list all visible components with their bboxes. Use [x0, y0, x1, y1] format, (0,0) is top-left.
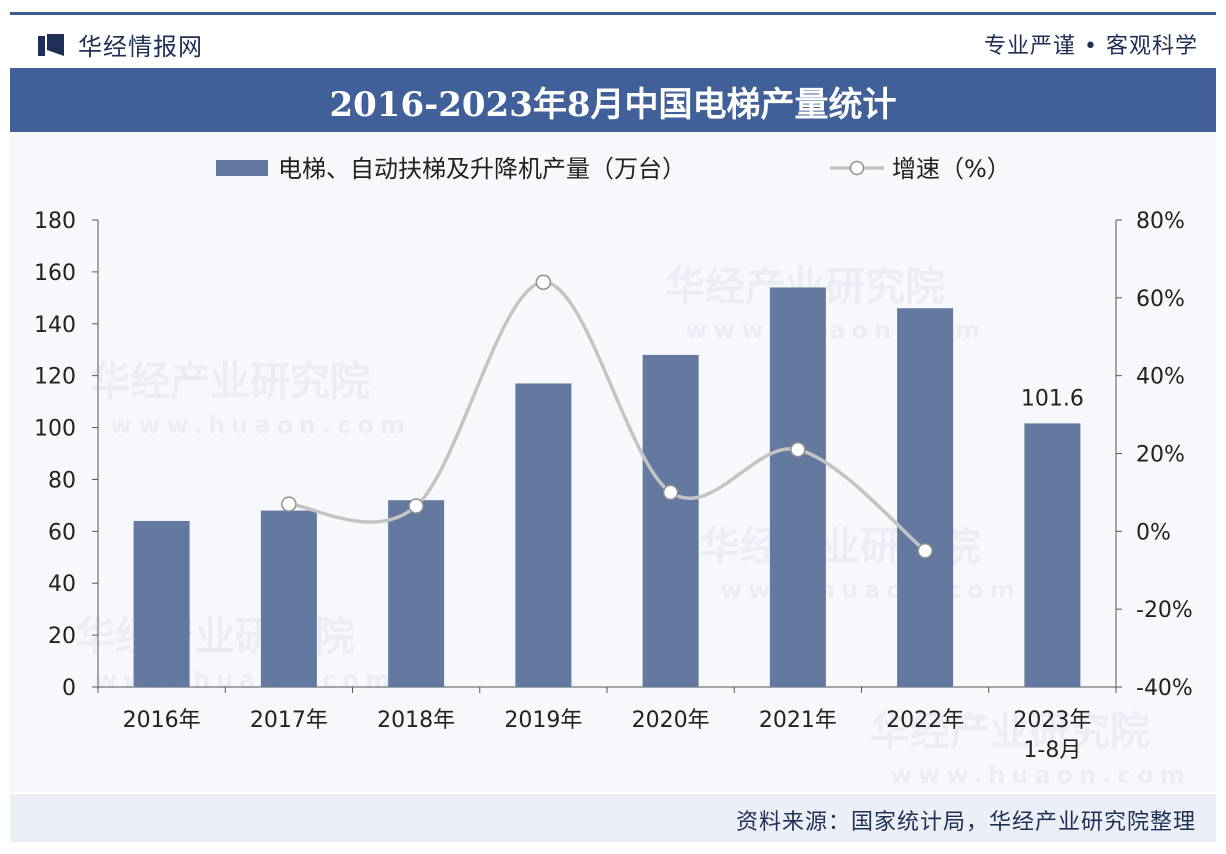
legend-bar-swatch: [216, 160, 268, 176]
legend-line-marker: [849, 160, 865, 176]
slogan: 专业严谨 • 客观科学: [984, 34, 1198, 59]
x-tick-label: 2023年 1-8月: [1013, 708, 1091, 763]
y-left-tick-label: 140: [34, 313, 76, 338]
growth-point: [917, 543, 933, 559]
growth-point: [790, 441, 806, 458]
growth-point: [408, 498, 424, 514]
bar: [1024, 423, 1081, 687]
growth-point: [281, 496, 297, 512]
legend: 电梯、自动扶梯及升降机产量（万台） 增速（%）: [216, 155, 1011, 183]
x-tick-label: 2022年: [886, 708, 964, 733]
y-right-tick-label: 60%: [1136, 287, 1185, 312]
y-left-tick-label: 0: [62, 676, 76, 701]
y-left-tick-label: 160: [34, 261, 76, 286]
bar: [133, 520, 190, 687]
chart-card: 华经情报网 专业严谨 • 客观科学 2016-2023年8月中国电梯产量统计 资…: [10, 12, 1216, 842]
bar: [388, 500, 445, 687]
plot-background: [10, 132, 1216, 792]
x-tick-label: 2018年: [377, 708, 455, 733]
y-right-tick-label: -40%: [1136, 676, 1193, 701]
y-right-tick-label: 0%: [1136, 520, 1171, 545]
bar: [642, 354, 699, 687]
x-tick-label: 2020年: [632, 708, 710, 733]
brand-name: 华经情报网: [78, 33, 203, 61]
x-tick-label: 2016年: [123, 708, 201, 733]
x-tick-label: 2019年: [504, 708, 582, 733]
watermark-text: 华经产业研究院: [870, 709, 1150, 755]
y-left-tick-label: 180: [34, 209, 76, 234]
y-right-tick-label: 20%: [1136, 443, 1185, 468]
bar: [515, 383, 572, 687]
bar-data-label: 101.6: [1021, 386, 1084, 411]
y-left-tick-label: 80: [48, 468, 76, 493]
chart-title: 2016-2023年8月中国电梯产量统计: [329, 85, 897, 125]
brand-logo-icon: [38, 34, 64, 56]
top-header: 华经情报网 专业严谨 • 客观科学: [10, 12, 1216, 68]
bar: [260, 510, 317, 687]
footer: 资料来源：国家统计局，华经产业研究院整理: [10, 794, 1216, 842]
axes: 0 20 40 60 80 100 120 140 160 180 -40% -20% 0% 20% 40%…: [34, 209, 1193, 763]
bar-series: [133, 287, 1081, 687]
watermark-url: www.huaon.com: [720, 576, 1021, 604]
bar: [769, 287, 826, 687]
data-labels: 101.6: [1021, 386, 1084, 411]
watermark-text: 华经产业研究院: [90, 359, 370, 405]
y-right-tick-label: -20%: [1136, 598, 1193, 623]
y-left-tick-label: 20: [48, 624, 76, 649]
growth-point: [535, 274, 552, 291]
watermark-url: www.huaon.com: [890, 761, 1191, 789]
y-left-tick-label: 60: [48, 520, 76, 545]
legend-line-label: 增速（%）: [892, 155, 1011, 183]
bar: [897, 308, 954, 687]
watermark-url: www.huaon.com: [110, 411, 411, 439]
y-left-tick-label: 100: [34, 417, 76, 442]
source-note: 资料来源：国家统计局，华经产业研究院整理: [735, 810, 1196, 835]
x-tick-label: 2021年: [759, 708, 837, 733]
legend-bar-label: 电梯、自动扶梯及升降机产量（万台）: [278, 155, 686, 183]
title-banner: 2016-2023年8月中国电梯产量统计: [10, 68, 1216, 132]
y-right-tick-label: 40%: [1136, 365, 1185, 390]
x-tick-label: 2017年: [250, 708, 328, 733]
growth-line-series: [281, 274, 933, 559]
y-left-tick-label: 40: [48, 572, 76, 597]
y-right-tick-label: 80%: [1136, 209, 1185, 234]
y-left-tick-label: 120: [34, 365, 76, 390]
growth-point: [662, 484, 679, 501]
